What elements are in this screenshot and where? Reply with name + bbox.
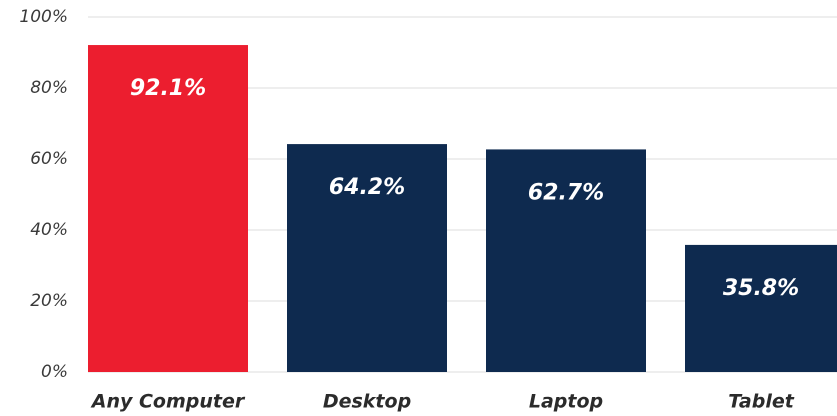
x-tick-label: Laptop — [529, 391, 603, 413]
value-label: 35.8% — [723, 276, 799, 301]
x-tick-label: Desktop — [323, 391, 411, 413]
y-tick-label: 60% — [30, 149, 68, 169]
value-label: 64.2% — [329, 175, 405, 200]
bar — [88, 45, 248, 373]
y-tick-label: 20% — [30, 291, 68, 311]
x-tick-label: Any Computer — [90, 391, 246, 413]
y-tick-label: 100% — [19, 7, 68, 27]
bar — [486, 149, 646, 372]
y-tick-label: 80% — [30, 78, 68, 98]
value-label: 62.7% — [528, 180, 604, 205]
y-tick-label: 40% — [30, 220, 68, 240]
bar — [287, 144, 447, 372]
y-tick-label: 0% — [41, 362, 68, 382]
bar — [685, 244, 837, 372]
value-label: 92.1% — [130, 76, 206, 101]
x-tick-label: Tablet — [728, 391, 795, 413]
